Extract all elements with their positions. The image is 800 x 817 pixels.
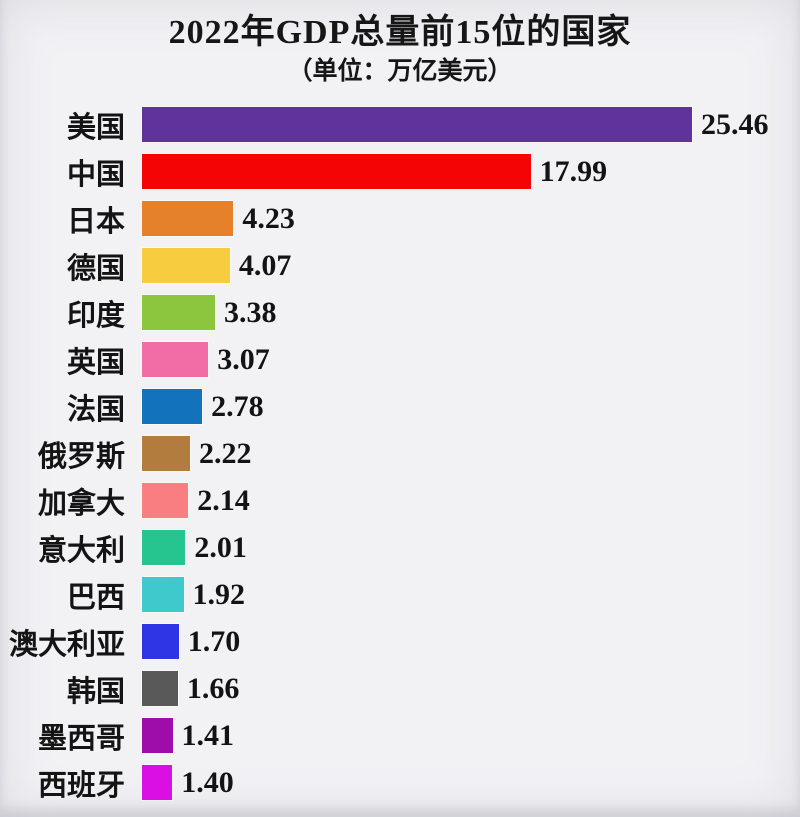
value-label: 1.92 (192, 577, 246, 611)
value-label: 2.78 (211, 389, 264, 423)
bar (142, 577, 184, 612)
value-label: 25.46 (701, 107, 769, 141)
bar (142, 201, 234, 236)
category-label: 印度 (66, 299, 125, 332)
bar (142, 295, 215, 330)
category-label: 日本 (66, 205, 125, 238)
value-label: 1.70 (187, 624, 241, 658)
category-label: 德国 (66, 252, 125, 285)
category-label: 俄罗斯 (37, 440, 125, 473)
bar-row: 巴西 1.92 (0, 571, 800, 618)
category-label: 巴西 (66, 581, 125, 614)
category-label: 中国 (66, 158, 125, 191)
bar-row: 墨西哥 1.41 (0, 712, 800, 759)
bar-row: 加拿大 2.14 (0, 477, 800, 524)
chart-header: 2022年GDP总量前15位的国家 （单位：万亿美元） (0, 0, 800, 87)
chart-subtitle: （单位：万亿美元） (287, 57, 513, 85)
bar (142, 248, 230, 283)
value-label: 3.07 (217, 342, 270, 376)
value-label: 3.38 (224, 295, 277, 329)
bar (142, 436, 190, 471)
bar (142, 718, 173, 753)
category-label: 韩国 (66, 675, 125, 708)
value-label: 1.66 (186, 671, 240, 705)
value-label: 17.99 (539, 154, 608, 188)
bar-row: 韩国 1.66 (0, 665, 800, 712)
bar-row: 西班牙 1.40 (0, 759, 800, 806)
bar-row: 俄罗斯 2.22 (0, 430, 800, 477)
bar-row: 美国 25.46 (0, 101, 800, 148)
value-label: 4.23 (242, 201, 295, 235)
category-label: 加拿大 (37, 487, 125, 520)
value-label: 2.22 (199, 436, 252, 470)
chart-title: 2022年GDP总量前15位的国家 (168, 14, 632, 51)
bar-rows: 美国 25.46 中国 17.99 日本 4.23 德国 4.07 印度 3.38 英国 3.07 法国… (0, 101, 800, 806)
value-label: 1.40 (181, 765, 234, 799)
bar (142, 671, 178, 706)
bar (142, 154, 531, 189)
bar (142, 483, 189, 518)
category-label: 西班牙 (37, 769, 125, 802)
value-label: 2.01 (194, 530, 247, 564)
category-label: 墨西哥 (37, 722, 125, 755)
bar (142, 389, 203, 424)
bar-row: 英国 3.07 (0, 336, 800, 383)
value-label: 4.07 (238, 248, 292, 282)
category-label: 意大利 (37, 534, 125, 567)
bar-row: 澳大利亚 1.70 (0, 618, 800, 665)
bar (142, 107, 692, 142)
bar (142, 624, 179, 659)
category-label: 英国 (66, 346, 125, 379)
bar-row: 中国 17.99 (0, 148, 800, 195)
bar (142, 342, 209, 377)
bar-row: 日本 4.23 (0, 195, 800, 242)
bar-row: 法国 2.78 (0, 383, 800, 430)
bar-row: 印度 3.38 (0, 289, 800, 336)
bar (142, 765, 173, 800)
category-label: 澳大利亚 (8, 628, 125, 661)
category-label: 法国 (66, 393, 125, 426)
bar-row: 意大利 2.01 (0, 524, 800, 571)
value-label: 2.14 (197, 483, 250, 517)
bar-row: 德国 4.07 (0, 242, 800, 289)
bar (142, 530, 186, 565)
category-label: 美国 (66, 111, 125, 144)
value-label: 1.41 (181, 718, 235, 752)
